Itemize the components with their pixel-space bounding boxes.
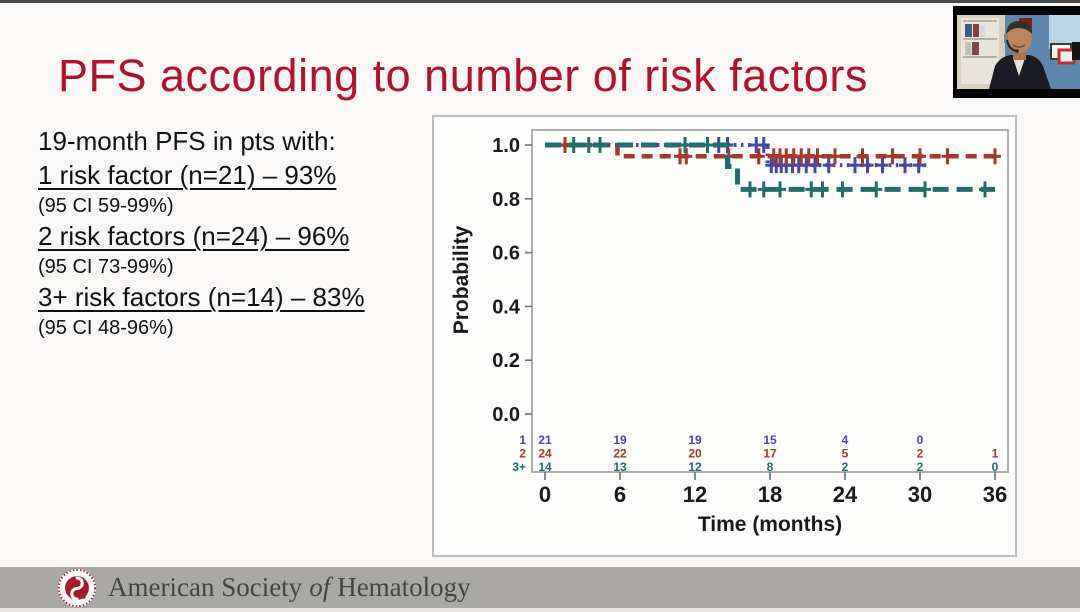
svg-text:5: 5 bbox=[842, 447, 849, 461]
svg-text:0.2: 0.2 bbox=[492, 350, 520, 372]
pfs-summary-heading: 19-month PFS in pts with: bbox=[38, 126, 336, 156]
risk-group-1-ci: (95 CI 59-99%) bbox=[38, 195, 174, 217]
svg-text:30: 30 bbox=[908, 482, 932, 507]
svg-text:12: 12 bbox=[683, 482, 707, 507]
footer-org-suffix: Hematology bbox=[337, 572, 471, 602]
svg-text:22: 22 bbox=[613, 447, 627, 461]
ash-logo-icon bbox=[57, 568, 97, 607]
svg-text:6: 6 bbox=[614, 482, 626, 507]
svg-text:15: 15 bbox=[763, 433, 777, 447]
presenter-video-frame bbox=[953, 6, 1080, 98]
svg-text:36: 36 bbox=[983, 482, 1007, 507]
svg-text:17: 17 bbox=[763, 447, 777, 461]
series-lines bbox=[545, 137, 1001, 198]
svg-text:19: 19 bbox=[613, 433, 627, 447]
svg-text:18: 18 bbox=[758, 482, 782, 507]
svg-text:20: 20 bbox=[688, 447, 702, 461]
svg-text:1.0: 1.0 bbox=[492, 135, 520, 157]
svg-text:0.8: 0.8 bbox=[492, 189, 520, 211]
risk-group-3-ci: (95 CI 48-96%) bbox=[38, 317, 174, 339]
footer-bar: American Society of Hematology bbox=[0, 567, 1080, 608]
svg-text:12: 12 bbox=[688, 460, 702, 474]
risk-group-2-ci: (95 CI 73-99%) bbox=[38, 256, 174, 278]
y-axis-title: Probability bbox=[450, 225, 473, 334]
km-series-1-risk-factor bbox=[545, 143, 927, 168]
svg-text:19: 19 bbox=[688, 433, 702, 447]
svg-text:13: 13 bbox=[613, 460, 627, 474]
footer-org-prefix: American Society bbox=[108, 572, 303, 602]
risk-group-2-label: 2 risk factors (n=24) – 96% bbox=[38, 221, 350, 251]
svg-text:21: 21 bbox=[538, 433, 552, 447]
svg-text:0.4: 0.4 bbox=[492, 296, 521, 318]
pfs-summary: 19-month PFS in pts with: 1 risk factor … bbox=[38, 126, 438, 342]
risk-group-1-label: 1 risk factor (n=21) – 93% bbox=[38, 160, 337, 190]
presenter-video[interactable] bbox=[953, 6, 1080, 98]
risk-group-3-label: 3+ risk factors (n=14) – 83% bbox=[38, 282, 365, 312]
svg-text:14: 14 bbox=[538, 460, 552, 474]
at-risk-table: 1 21 19 19 15 4 02 24 22 20 17 5 2 13+ 14 13 12 8 2 2 0 bbox=[512, 433, 998, 474]
svg-text:2: 2 bbox=[519, 447, 526, 461]
slide-title: PFS according to number of risk factors bbox=[58, 50, 868, 101]
pfs-summary-item: 1 risk factor (n=21) – 93% (95 CI 59-99%… bbox=[38, 160, 438, 218]
svg-text:8: 8 bbox=[767, 460, 774, 474]
footer-org-name: American Society of Hematology bbox=[108, 572, 471, 603]
x-axis-title: Time (months) bbox=[698, 513, 842, 536]
svg-text:2: 2 bbox=[842, 460, 849, 474]
presenter-scene bbox=[957, 15, 1080, 89]
footer-org-of: of bbox=[309, 572, 331, 602]
svg-text:4: 4 bbox=[842, 433, 849, 447]
top-border bbox=[0, 0, 1080, 3]
pfs-summary-item: 2 risk factors (n=24) – 96% (95 CI 73-99… bbox=[38, 221, 438, 279]
svg-text:0: 0 bbox=[992, 460, 999, 474]
pfs-summary-item: 3+ risk factors (n=14) – 83% (95 CI 48-9… bbox=[38, 282, 438, 340]
svg-text:1: 1 bbox=[992, 447, 999, 461]
svg-text:0.0: 0.0 bbox=[492, 404, 520, 426]
svg-text:3+: 3+ bbox=[512, 460, 526, 474]
footer-bottom-strip bbox=[0, 608, 1080, 612]
svg-text:0: 0 bbox=[539, 482, 551, 507]
svg-text:24: 24 bbox=[833, 482, 858, 507]
svg-text:1: 1 bbox=[519, 433, 526, 447]
km-survival-chart: 1.0 0.8 0.6 0.4 0.2 0.0 0 6 12 18 24 30 36 Time (mont… bbox=[432, 115, 1017, 557]
svg-text:0.6: 0.6 bbox=[492, 243, 520, 265]
plot-box bbox=[531, 129, 1009, 473]
svg-text:24: 24 bbox=[538, 447, 552, 461]
svg-text:0: 0 bbox=[917, 433, 924, 447]
svg-text:2: 2 bbox=[917, 460, 924, 474]
svg-text:2: 2 bbox=[917, 447, 924, 461]
